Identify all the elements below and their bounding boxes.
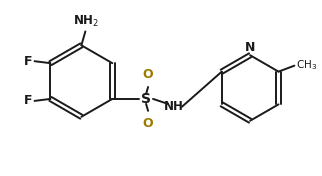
Text: N: N [245, 41, 255, 54]
Text: F: F [24, 94, 33, 107]
Text: CH$_3$: CH$_3$ [296, 58, 317, 72]
Text: O: O [143, 117, 153, 130]
Text: S: S [141, 92, 151, 106]
Text: F: F [24, 55, 33, 68]
Text: O: O [143, 68, 153, 81]
Text: NH$_2$: NH$_2$ [73, 14, 99, 29]
Text: NH: NH [164, 100, 184, 113]
